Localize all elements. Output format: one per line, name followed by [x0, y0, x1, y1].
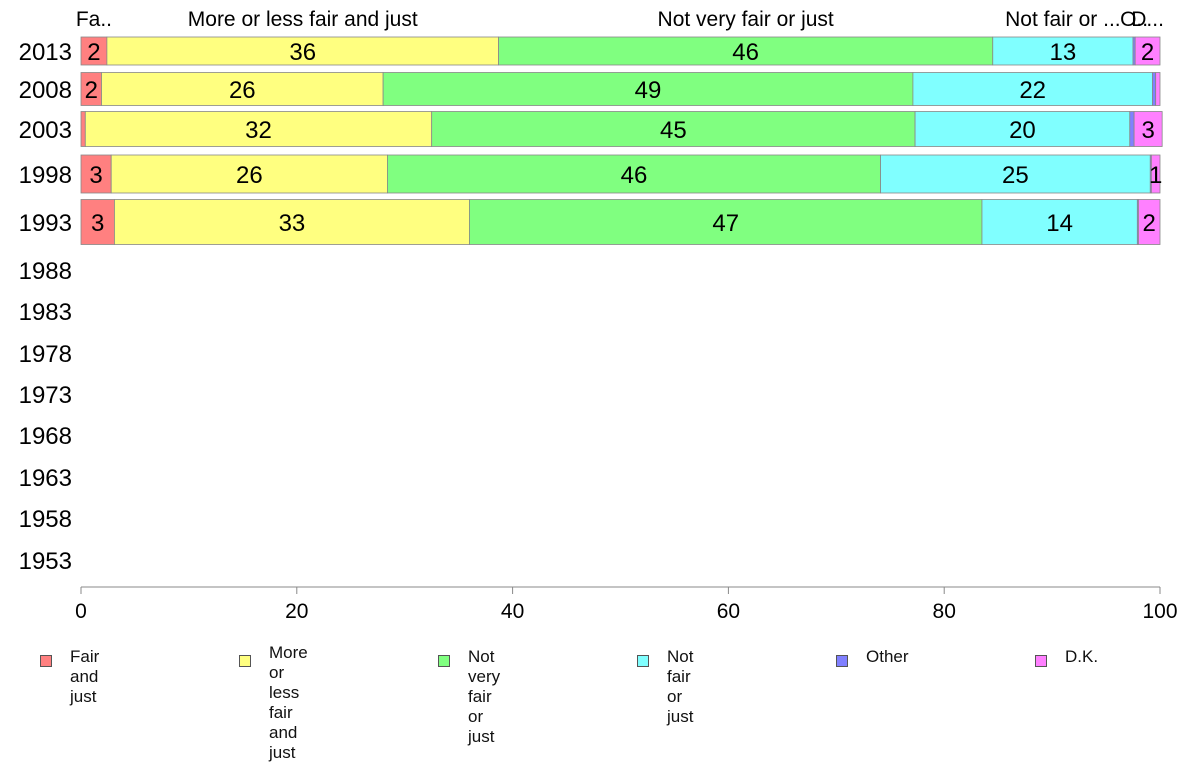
data-label-more-or-less-fair-and-just-2013: 36 — [289, 39, 316, 66]
legend-swatch-d-k — [1035, 655, 1047, 667]
bar-more-or-less-fair-and-just-1993 — [114, 199, 470, 245]
bar-fair-and-just-2013 — [80, 36, 108, 66]
bar-not-fair-or-just-1993 — [981, 199, 1138, 245]
data-label-not-very-fair-or-just-2013: 46 — [732, 39, 759, 66]
x-tick-label-0: 0 — [75, 600, 87, 623]
data-label-more-or-less-fair-and-just-2003: 32 — [245, 117, 272, 144]
legend-swatch-not-fair-or-just — [637, 655, 649, 667]
y-tick-label-1973: 1973 — [19, 382, 72, 409]
bar-more-or-less-fair-and-just-2013 — [106, 36, 499, 66]
y-tick-label-2008: 2008 — [19, 77, 72, 104]
y-tick-label-2013: 2013 — [19, 39, 72, 66]
data-label-fair-and-just-1998: 3 — [89, 162, 102, 189]
y-tick-label-1958: 1958 — [19, 506, 72, 533]
data-label-d-k-2003: 3 — [1141, 117, 1154, 144]
top-label-d-k: D... — [1131, 8, 1164, 31]
bar-d-k-2003 — [1133, 111, 1163, 147]
data-label-d-k-1998: 1 — [1149, 162, 1162, 189]
y-tick-label-1988: 1988 — [19, 258, 72, 285]
bar-fair-and-just-1993 — [80, 199, 115, 245]
bar-d-k-2008 — [1155, 72, 1161, 106]
legend-label-more-or-less-fair-and-just: More or less fair and just — [269, 643, 308, 762]
y-tick-label-1953: 1953 — [19, 548, 72, 575]
data-label-not-fair-or-just-2013: 13 — [1050, 39, 1077, 66]
y-tick-label-1963: 1963 — [19, 465, 72, 492]
bar-fair-and-just-2003 — [80, 111, 86, 147]
bar-more-or-less-fair-and-just-2003 — [84, 111, 433, 147]
bar-not-very-fair-or-just-2013 — [498, 36, 994, 66]
data-label-not-fair-or-just-2003: 20 — [1009, 117, 1036, 144]
legend-swatch-not-very-fair-or-just — [438, 655, 450, 667]
data-label-more-or-less-fair-and-just-2008: 26 — [229, 77, 256, 104]
y-tick-label-1978: 1978 — [19, 341, 72, 368]
x-tick-label-60: 60 — [717, 600, 740, 623]
y-tick-label-1983: 1983 — [19, 299, 72, 326]
legend-swatch-other — [836, 655, 848, 667]
top-label-more-or-less-fair-and-just: More or less fair and just — [188, 8, 418, 31]
bar-other-2003 — [1129, 111, 1135, 147]
bar-other-2008 — [1152, 72, 1157, 106]
bar-more-or-less-fair-and-just-1998 — [110, 154, 388, 194]
legend-label-not-fair-or-just: Not fair or just — [667, 647, 694, 726]
data-label-fair-and-just-2013: 2 — [87, 39, 100, 66]
bar-d-k-1998 — [1150, 154, 1161, 194]
x-tick-label-20: 20 — [285, 600, 308, 623]
data-label-d-k-1993: 2 — [1143, 210, 1156, 237]
y-tick-label-1998: 1998 — [19, 162, 72, 189]
y-tick-label-1968: 1968 — [19, 423, 72, 450]
top-label-not-very-fair-or-just: Not very fair or just — [658, 8, 834, 31]
legend-label-not-very-fair-or-just: Not very fair or just — [468, 647, 501, 746]
data-label-not-very-fair-or-just-1998: 46 — [621, 162, 648, 189]
data-label-more-or-less-fair-and-just-1998: 26 — [236, 162, 263, 189]
legend-swatch-fair-and-just — [40, 655, 52, 667]
bar-d-k-2013 — [1134, 36, 1161, 66]
bar-d-k-1993 — [1138, 199, 1161, 245]
bar-not-very-fair-or-just-2008 — [382, 72, 914, 106]
bar-not-very-fair-or-just-2003 — [431, 111, 916, 147]
y-tick-label-1993: 1993 — [19, 210, 72, 237]
x-tick-label-100: 100 — [1142, 600, 1177, 623]
data-label-not-fair-or-just-2008: 22 — [1019, 77, 1046, 104]
bar-more-or-less-fair-and-just-2008 — [101, 72, 384, 106]
top-label-not-fair-or-just: Not fair or ... — [1005, 8, 1121, 31]
legend-label-fair-and-just: Fair and just — [70, 647, 100, 706]
x-tick-label-80: 80 — [933, 600, 956, 623]
bar-not-very-fair-or-just-1998 — [387, 154, 881, 194]
legend-label-d-k: D.K. — [1065, 647, 1099, 666]
bar-not-very-fair-or-just-1993 — [469, 199, 983, 245]
bar-not-fair-or-just-2008 — [912, 72, 1153, 106]
legend-label-other: Other — [866, 647, 909, 666]
top-label-other: O.. — [1120, 8, 1148, 31]
data-label-not-fair-or-just-1993: 14 — [1046, 210, 1073, 237]
data-label-fair-and-just-1993: 3 — [91, 210, 104, 237]
bar-not-fair-or-just-1998 — [880, 154, 1151, 194]
data-label-not-very-fair-or-just-2008: 49 — [635, 77, 662, 104]
data-label-more-or-less-fair-and-just-1993: 33 — [279, 210, 306, 237]
legend-swatch-more-or-less-fair-and-just — [239, 655, 251, 667]
data-label-d-k-2013: 2 — [1141, 39, 1154, 66]
top-label-fair-and-just: Fa.. — [76, 8, 112, 31]
y-tick-label-2003: 2003 — [19, 117, 72, 144]
data-label-not-very-fair-or-just-2003: 45 — [660, 117, 687, 144]
bar-not-fair-or-just-2003 — [914, 111, 1131, 147]
x-tick-label-40: 40 — [501, 600, 524, 623]
data-label-not-very-fair-or-just-1993: 47 — [712, 210, 739, 237]
data-label-fair-and-just-2008: 2 — [85, 77, 98, 104]
data-label-not-fair-or-just-1998: 25 — [1002, 162, 1029, 189]
